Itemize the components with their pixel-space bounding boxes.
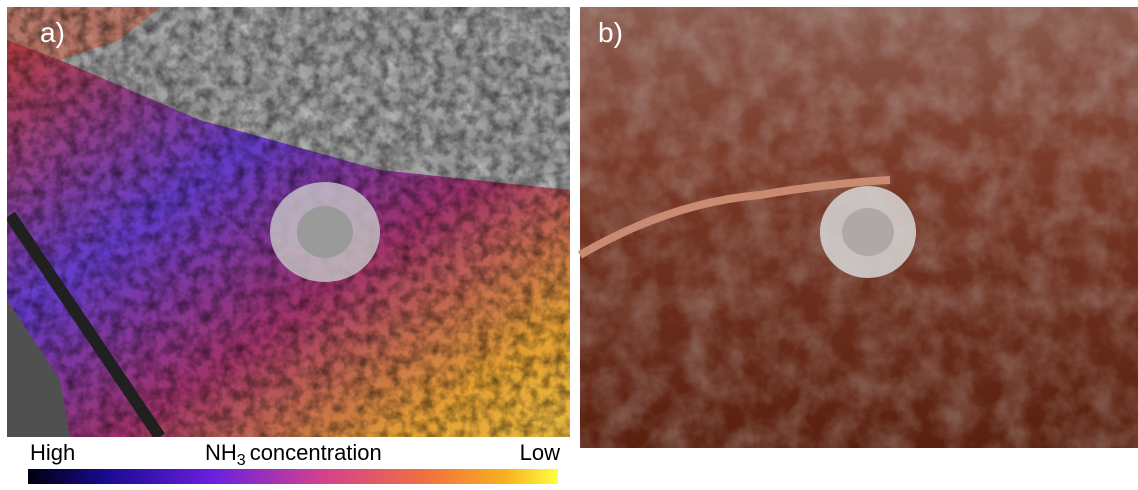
colorbar-high: High (30, 440, 75, 465)
page: a) b) High NH3concentration Low (() => {… (0, 0, 1138, 485)
colorbar-low: Low (520, 440, 560, 465)
panel-b-image (580, 7, 1138, 448)
colorbar (28, 469, 558, 484)
colorbar-title-subscript: 3 (237, 452, 246, 469)
panel-a-image (7, 7, 570, 437)
panel-label: a) (40, 17, 65, 48)
figure: a) b) High NH3concentration Low (0, 0, 1138, 485)
colorbar-title-rest: concentration (250, 440, 382, 465)
panel-label: b) (598, 17, 623, 48)
colorbar-title-main: NH (205, 440, 237, 465)
